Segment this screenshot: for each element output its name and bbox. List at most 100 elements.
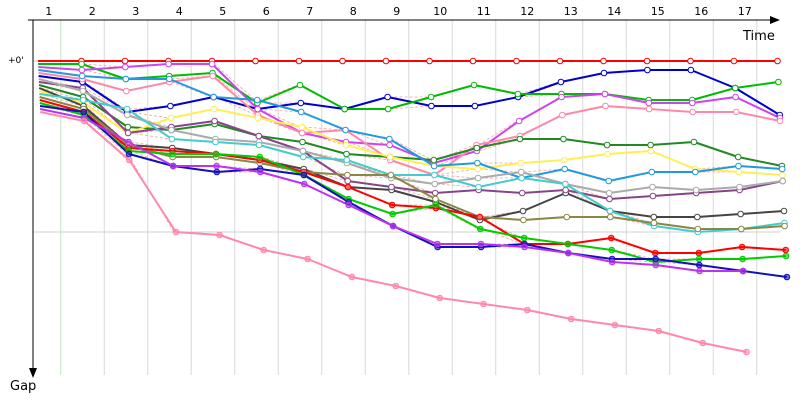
lap-track-line: [259, 108, 301, 128]
series-point: [774, 57, 781, 65]
series-lines: [38, 60, 788, 353]
x-tick-label: 3: [132, 5, 139, 18]
series-point: [559, 111, 566, 119]
series-point: [689, 99, 696, 107]
series-point: [431, 180, 439, 188]
series-point: [172, 228, 180, 236]
series-point: [343, 150, 350, 158]
series-point: [434, 240, 441, 248]
series-point: [647, 147, 655, 155]
series-point: [213, 162, 220, 170]
lap-track-line: [129, 111, 170, 119]
series-point: [606, 195, 613, 203]
series-point: [169, 150, 176, 158]
series-point: [514, 90, 522, 98]
x-tick-label: 11: [477, 5, 491, 18]
series-point: [607, 234, 615, 242]
series-point: [124, 129, 132, 137]
lap-track-line: [436, 183, 477, 188]
series-point: [432, 195, 439, 203]
series-point: [470, 81, 478, 89]
series-point: [562, 186, 569, 194]
lap-track-line: [519, 81, 560, 95]
series-point: [475, 183, 482, 191]
series-point: [474, 165, 482, 173]
series-point: [167, 102, 174, 110]
series-point: [384, 93, 391, 101]
series-point: [473, 144, 481, 152]
series-point: [732, 93, 739, 101]
series-point: [521, 243, 528, 251]
series-point: [386, 135, 393, 143]
series-point: [608, 246, 616, 254]
series-markers: [78, 57, 791, 356]
series-point: [388, 183, 395, 191]
series-point: [341, 105, 348, 113]
series-point: [431, 189, 439, 197]
series-point: [732, 108, 740, 116]
lap-track-line: [83, 63, 124, 68]
series-line: [38, 72, 781, 176]
series-point: [645, 105, 653, 113]
lap-track-line: [392, 174, 433, 185]
series-point: [386, 141, 393, 149]
series-point: [344, 183, 352, 191]
series-point: [167, 114, 175, 122]
series-point: [518, 174, 525, 182]
series-point: [689, 108, 697, 116]
y-axis-label: Gap: [10, 379, 36, 394]
series-point: [209, 72, 216, 80]
series-point: [295, 57, 303, 65]
series-point: [775, 78, 782, 86]
lap-track-line: [85, 117, 128, 155]
series-point: [126, 156, 133, 164]
x-tick-label: 15: [651, 5, 665, 18]
series-point: [168, 126, 175, 134]
series-point: [431, 171, 438, 179]
series-point: [567, 315, 575, 323]
series-point: [779, 177, 787, 185]
series-point: [123, 87, 130, 95]
series-point: [607, 213, 614, 221]
series-point: [388, 201, 396, 209]
lap-track-line: [435, 150, 476, 167]
lap-track-line: [657, 261, 698, 266]
series-point: [477, 225, 484, 233]
lap-track-line: [84, 81, 126, 110]
series-point: [345, 201, 353, 209]
series-point: [344, 177, 352, 185]
series-point: [781, 222, 788, 230]
series-point: [643, 57, 651, 65]
series-point: [650, 213, 658, 221]
series-point: [428, 102, 435, 110]
series-point: [212, 138, 219, 146]
series-point: [696, 267, 703, 275]
series-point: [737, 210, 744, 218]
series-point: [342, 141, 350, 149]
series-point: [392, 282, 400, 290]
series-point: [430, 162, 438, 170]
series-point: [296, 81, 304, 89]
series-line: [39, 96, 785, 230]
series-line: [38, 63, 779, 110]
series-point: [471, 102, 479, 110]
series-point: [560, 135, 567, 143]
series-point: [695, 249, 703, 257]
lap-track-line: [130, 141, 171, 149]
series-line: [39, 93, 785, 233]
series-point: [738, 243, 746, 251]
x-tick-label: 8: [350, 5, 357, 18]
series-point: [565, 249, 572, 257]
series-point: [122, 63, 129, 71]
series-point: [564, 240, 572, 248]
x-tick-label: 7: [306, 5, 313, 18]
series-point: [778, 165, 786, 173]
series-point: [600, 69, 608, 77]
series-point: [604, 150, 611, 158]
x-tick-label: 13: [564, 5, 578, 18]
grid: [33, 20, 780, 375]
series-point: [343, 156, 351, 164]
lap-track-line: [214, 75, 256, 110]
series-line: [39, 105, 788, 278]
series-point: [644, 66, 651, 74]
